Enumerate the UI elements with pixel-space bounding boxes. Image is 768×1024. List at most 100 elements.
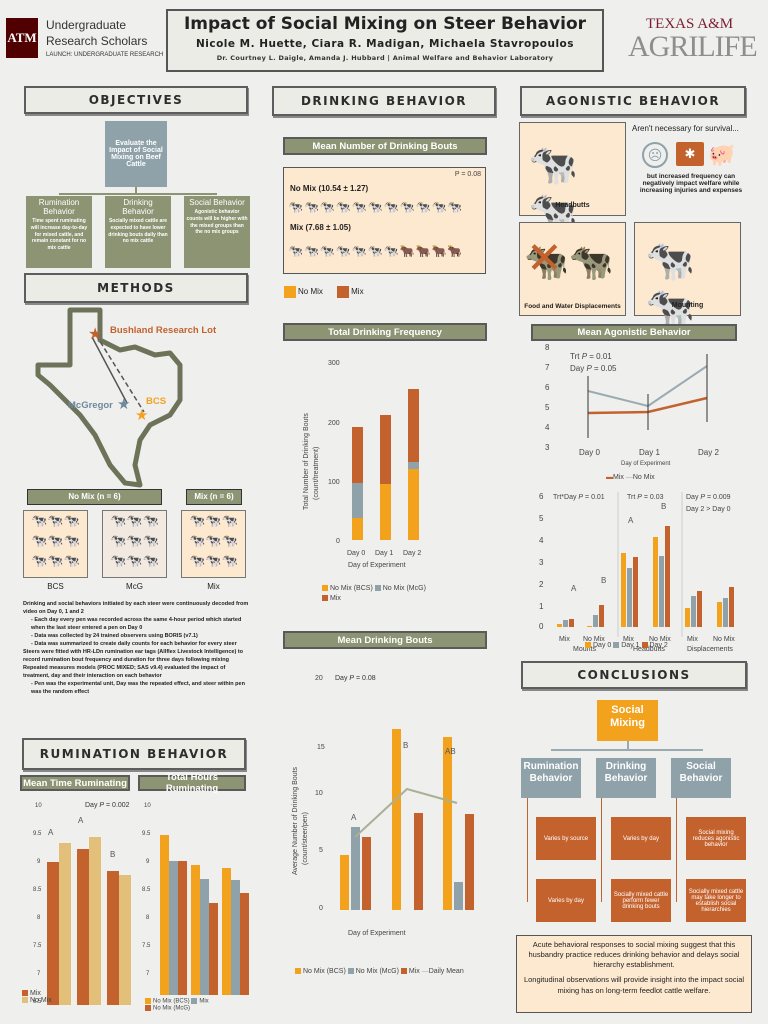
svg-text:Mounts: Mounts [573,646,596,652]
objective-root: Evaluate the Impact of Social Mixing on … [105,121,167,187]
legend-mix: Mix [330,595,341,602]
tree-connector [59,193,217,195]
tile-headbutts: 🐄🐄 Headbutts [519,122,626,234]
worried-face-icon: ☹ [642,142,668,168]
texas-map: ★ ★ ★ [35,307,183,488]
poster-title: Impact of Social Mixing on Steer Behavio… [183,14,587,34]
svg-text:A: A [48,828,54,837]
pen-label: Mix [207,582,220,591]
svg-text:10: 10 [35,803,42,809]
mean-time-ruminating-title: Mean Time Ruminating [20,775,130,791]
legend-day1: Day 1 [621,642,640,649]
map-label-bushland: Bushland Research Lot [110,325,217,336]
route-line [91,336,128,404]
summary-paragraph: Acute behavioral responses to social mix… [528,940,740,970]
conclusions-heading: CONCLUSIONS [521,661,747,689]
conclusion-root: Social Mixing [597,700,658,741]
svg-text:Day P = 0.05: Day P = 0.05 [570,364,617,373]
legend-mix: Mix [199,998,209,1005]
mix-label: Mix (n = 6) [186,489,242,505]
summary-paragraph: Longitudinal observations will provide i… [523,975,745,995]
mix-cow-icons: 🐄🐄🐄🐄🐄🐄🐄🐂🐂🐂🐂 [288,244,464,258]
total-drinking-frequency-title: Total Drinking Frequency [283,323,487,341]
objective-text: Socially mixed cattle are expected to ha… [108,218,168,245]
agonistic-note-body: but increased frequency can negatively i… [639,173,743,194]
pen-mcg: 🐄🐄🐄 🐄🐄🐄 🐄🐄🐄 [102,510,167,578]
star-icon: ★ [135,407,148,424]
svg-text:Trt P = 0.03: Trt P = 0.03 [627,494,664,501]
mean-bouts-legend: No Mix (BCS) No Mix (McG) Mix —Daily Mea… [295,968,464,975]
methods-bullet: - Data was collected by 24 trained obser… [31,632,198,639]
svg-text:8: 8 [545,343,550,352]
legend-mix: Mix [351,287,364,297]
title-box: Impact of Social Mixing on Steer Behavio… [166,9,604,72]
methods-paragraph: Repeated measures models (PROC MIXED; SA… [23,664,226,679]
tree-connector [527,798,528,902]
tree-connector [135,187,137,194]
svg-text:Trt P = 0.01: Trt P = 0.01 [570,352,612,361]
tile-label: Mounting [671,302,704,309]
star-icon: ★ [117,396,130,413]
methods-paragraph: Steers were fitted with HR-LDn ruminatio… [23,648,244,663]
total-hours-ruminating-chart: 10 9.5 9 8.5 8 7.5 7 [142,803,249,995]
svg-text:5: 5 [539,514,544,523]
legend-nomix-bcs: No Mix (BCS) [303,968,346,975]
map-label-bcs: BCS [146,396,167,407]
methods-bullet: - Each day every pen was recorded across… [31,616,242,631]
mean-agonistic-title: Mean Agonistic Behavior [531,324,737,341]
objective-title: Rumination Behavior [38,198,80,216]
svg-text:Headbutts: Headbutts [633,646,665,652]
svg-text:10: 10 [315,790,323,797]
bouts-legend: No Mix Mix [284,286,364,298]
objective-rumination: Rumination Behavior Time spent ruminatin… [26,196,92,268]
mounting-icon: 🐄🐄 [645,239,695,330]
legend-mix: Mix [408,968,420,975]
objective-social: Social Behavior Agonistic behavior count… [184,196,250,268]
methods-text: Drinking and social behaviors initiated … [23,601,251,697]
svg-text:20: 20 [315,675,323,682]
conclusion-summary: Acute behavioral responses to social mix… [516,935,752,1013]
mean-drinking-bouts-chart: 20 15 10 5 0 Day P = 0.08 Average Number of … [292,675,474,912]
svg-text:Day 2: Day 2 [698,448,719,457]
mean-drinking-bouts-title: Mean Number of Drinking Bouts [283,137,487,155]
svg-text:9: 9 [146,859,150,865]
svg-text:A: A [351,813,357,822]
legend-nomix-mcg: No Mix (McG) [355,968,399,975]
agrilife-line2: AGRILIFE [628,30,758,63]
svg-text:7: 7 [37,971,41,977]
pen-mix: 🐄🐄🐄 🐄🐄🐄 🐄🐄🐄 [181,510,246,578]
svg-text:Displacements: Displacements [687,646,733,652]
nomix-mean: No Mix (10.54 ± 1.27) [290,184,369,193]
displacement-icon: 🐄🐄 [524,241,614,282]
agonistic-note-head: Aren't necessary for survival... [632,124,739,133]
conclusion-branch-rumination: Rumination Behavior [521,758,581,798]
svg-text:No Mix: No Mix [649,636,671,643]
svg-text:No Mix: No Mix [583,636,605,643]
svg-text:A: A [571,584,577,593]
urs-line3: LAUNCH: UNDERGRADUATE RESEARCH [46,52,164,58]
svg-text:(count/steer/pen): (count/steer/pen) [302,812,309,865]
agrilife-line1: TEXAS A&M [646,16,734,32]
svg-text:Mix: Mix [687,636,698,643]
legend-nomix-bcs: No Mix (BCS) [330,585,373,592]
freq-legend: No Mix (BCS) No Mix (McG) Mix [322,585,426,602]
svg-text:Day P = 0.009: Day P = 0.009 [686,494,731,501]
tree-connector [551,749,703,751]
mean-drinking-bouts-chart-title: Mean Drinking Bouts [283,631,487,649]
mix-mean: Mix (7.68 ± 1.05) [290,223,351,232]
map-label-mcgregor: McGregor [68,400,113,411]
medical-kit-icon: ✱ [676,142,704,166]
conclusion-item: Varies by day [611,817,671,860]
mean-bouts-xlabel: Day of Experiment [348,930,406,937]
conclusion-item: Socially mixed cattle perform fewer drin… [611,879,671,922]
svg-text:Day 1: Day 1 [375,550,393,557]
rumination-legend: Mix No Mix [22,990,52,1004]
agrilife-logo: TEXAS A&M AGRILIFE [628,14,758,68]
headbutt-icon: 🐄🐄 [528,143,578,234]
tree-connector [676,798,677,902]
p-value: P = 0.08 [454,171,481,178]
svg-text:AB: AB [445,747,456,756]
legend-day0: Day 0 [593,642,612,649]
svg-text:Trt*Day P = 0.01: Trt*Day P = 0.01 [553,494,605,501]
svg-text:(count/treatment): (count/treatment) [313,447,320,500]
